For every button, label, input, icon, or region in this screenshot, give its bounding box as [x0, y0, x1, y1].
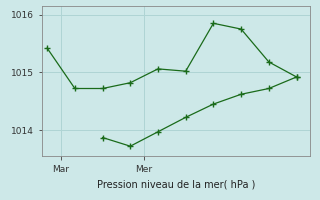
X-axis label: Pression niveau de la mer( hPa ): Pression niveau de la mer( hPa )	[97, 180, 255, 190]
